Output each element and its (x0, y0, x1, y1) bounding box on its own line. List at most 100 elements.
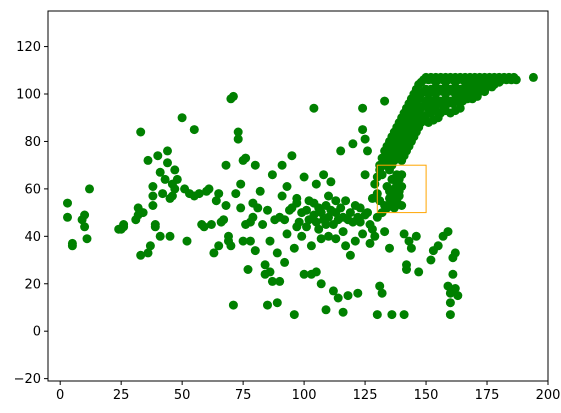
data-point (243, 265, 253, 274)
data-point (238, 236, 248, 246)
data-point (316, 279, 326, 289)
data-point (199, 222, 209, 232)
data-point (377, 288, 387, 298)
data-point (163, 146, 172, 156)
data-point (380, 96, 390, 106)
data-point (311, 179, 321, 189)
data-point (265, 236, 275, 246)
data-point (241, 153, 251, 163)
data-point (221, 160, 231, 170)
x-tick-label: 175 (475, 388, 500, 403)
x-tick-label: 25 (113, 388, 130, 403)
data-point (265, 267, 275, 277)
data-point (148, 201, 158, 210)
data-point (399, 310, 409, 320)
data-point (445, 298, 455, 308)
data-point (455, 103, 465, 113)
data-point (385, 243, 394, 253)
data-point (231, 189, 241, 199)
data-point (228, 300, 238, 310)
data-point (450, 248, 460, 258)
data-point (363, 208, 372, 218)
points-layer (63, 72, 538, 320)
data-point (145, 241, 155, 251)
data-point (233, 127, 243, 137)
data-point (528, 72, 538, 82)
data-point (306, 241, 316, 251)
data-point (453, 291, 463, 301)
data-point (338, 307, 348, 317)
data-point (358, 125, 368, 135)
data-point (153, 151, 163, 161)
data-point (348, 139, 358, 149)
data-point (341, 196, 351, 206)
data-point (299, 269, 309, 279)
data-point (372, 310, 382, 320)
data-point (292, 193, 302, 203)
data-point (316, 208, 326, 218)
data-point (263, 300, 272, 310)
data-point (250, 246, 260, 256)
data-point (331, 196, 341, 206)
data-point (165, 231, 175, 241)
data-point (343, 291, 353, 301)
data-point (204, 184, 214, 194)
x-tick-label: 75 (235, 388, 252, 403)
data-point (219, 215, 229, 225)
data-point (282, 182, 292, 191)
data-point (394, 191, 404, 201)
data-point (309, 210, 319, 220)
data-point (433, 241, 443, 251)
data-point (80, 210, 90, 220)
data-point (148, 182, 158, 191)
data-point (414, 267, 424, 277)
data-point (345, 208, 355, 218)
data-point (406, 243, 416, 253)
data-point (258, 220, 268, 229)
y-tick-label: 80 (24, 135, 41, 150)
x-axis: 0 25 50 75 100 125 150 175 200 (56, 381, 560, 403)
data-point (272, 298, 282, 308)
data-point (319, 170, 329, 180)
data-point (350, 236, 360, 246)
data-point (294, 217, 304, 227)
data-point (277, 191, 287, 201)
data-point (311, 217, 321, 227)
data-point (63, 212, 72, 222)
x-tick-label: 100 (292, 388, 317, 403)
data-point (443, 227, 453, 237)
data-point (377, 170, 387, 180)
data-point (336, 146, 346, 156)
data-point (309, 103, 319, 113)
data-point (389, 203, 399, 213)
y-axis: −20 0 20 40 60 80 100 120 (14, 40, 48, 387)
data-point (138, 208, 148, 218)
data-point (182, 236, 192, 246)
data-point (360, 170, 370, 180)
data-point (221, 201, 231, 210)
data-point (80, 222, 90, 232)
data-point (299, 172, 309, 182)
y-tick-label: 0 (33, 325, 41, 340)
data-point (236, 179, 246, 189)
data-point (287, 151, 297, 161)
data-point (82, 234, 92, 244)
data-point (63, 198, 72, 208)
data-point (397, 182, 407, 191)
data-point (402, 265, 411, 274)
data-point (160, 174, 170, 184)
data-point (214, 241, 224, 251)
data-point (245, 236, 255, 246)
data-point (399, 229, 409, 239)
data-point (214, 189, 224, 199)
data-point (194, 189, 204, 199)
data-point (367, 224, 377, 234)
data-point (260, 260, 270, 270)
data-point (289, 310, 299, 320)
data-point (370, 231, 380, 241)
data-point (353, 288, 363, 298)
data-point (404, 236, 414, 246)
data-point (275, 276, 285, 286)
data-point (167, 191, 177, 201)
data-point (150, 222, 160, 232)
